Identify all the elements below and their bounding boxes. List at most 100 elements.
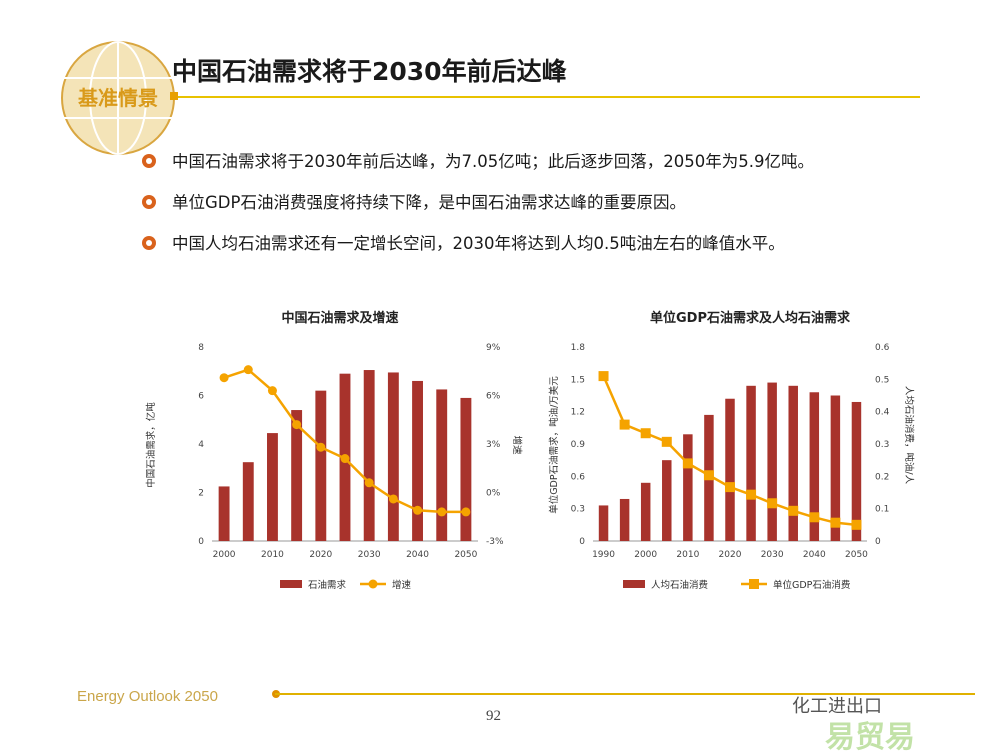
chart2-xtick-label: 2000	[634, 550, 657, 560]
chart1-y2tick-label: -3%	[486, 537, 504, 547]
chart2-line-point	[640, 428, 651, 439]
chart1-y2label: 增速	[511, 435, 522, 455]
chart2-y2tick-label: 0.2	[875, 472, 889, 482]
chart1-y2tick-label: 6%	[486, 392, 501, 402]
chart2-bar	[683, 434, 693, 541]
chart2-bar	[746, 385, 756, 541]
bullet-icon	[142, 195, 156, 209]
watermark-logo-text: 易贸易	[825, 720, 915, 755]
bullet-item: 单位GDP石油消费强度将持续下降，是中国石油需求达峰的重要原因。	[142, 189, 686, 213]
bullet-icon	[142, 236, 156, 250]
chart2-line-point	[830, 517, 841, 528]
chart1-ytick-label: 0	[198, 537, 204, 547]
chart1-ytick-label: 4	[198, 440, 204, 450]
bullet-item: 中国人均石油需求还有一定增长空间，2030年将达到人均0.5吨油左右的峰值水平。	[142, 230, 785, 254]
chart1-y2tick-label: 0%	[486, 489, 501, 499]
chart2-line-point	[703, 470, 714, 481]
chart1-legend-bar-label: 石油需求	[308, 579, 347, 591]
chart2-ytick-label: 0.3	[571, 505, 585, 515]
chart1-line-point	[461, 507, 471, 517]
chart2-xtick-label: 2030	[761, 550, 784, 560]
chart2-ytick-label: 1.5	[571, 375, 585, 385]
chart1-ylabel: 中国石油需求，亿吨	[146, 402, 157, 488]
chart1-bar	[387, 372, 399, 541]
chart2-bar	[830, 395, 841, 541]
chart1-bar	[315, 390, 327, 541]
chart2-y2tick-label: 0.5	[875, 375, 889, 385]
chart1-line-point	[437, 507, 447, 517]
bullet-text: 单位GDP石油消费强度将持续下降，是中国石油需求达峰的重要原因。	[172, 193, 686, 212]
chart1-line-point	[364, 478, 374, 488]
chart2-bar	[619, 498, 630, 541]
chart2-line-point	[619, 419, 630, 430]
chart2-y2label: 人均石油消费，吨油/人	[903, 385, 914, 485]
chart1-xtick-label: 2030	[358, 550, 381, 560]
chart2-bar	[788, 385, 798, 541]
chart2-bar	[662, 460, 672, 541]
chart2-line-point	[788, 505, 799, 516]
chart2-ytick-label: 0.9	[571, 440, 586, 450]
chart2-legend-bar-swatch	[623, 580, 645, 588]
chart2-y2tick-label: 0.4	[875, 408, 890, 418]
chart2-xtick-label: 2020	[719, 550, 742, 560]
chart1-bar	[218, 486, 230, 541]
title-divider	[172, 96, 920, 98]
chart2-bar	[851, 401, 862, 541]
chart2-line-point	[661, 436, 672, 447]
chart1-bar	[363, 370, 375, 541]
logo-globe: 基准情景	[61, 41, 175, 155]
badge-text: 基准情景	[78, 86, 158, 110]
chart2-line-point	[682, 458, 693, 469]
chart2-line-point	[851, 519, 862, 530]
bullet-text: 中国石油需求将于2030年前后达峰，为7.05亿吨；此后逐步回落，2050年为5…	[172, 152, 814, 171]
chart2-xtick-label: 2040	[803, 550, 826, 560]
chart2-line-point	[598, 371, 609, 382]
chart1-ytick-label: 6	[198, 392, 204, 402]
footer-brand: Energy Outlook 2050	[77, 688, 218, 705]
chart2-legend-line-label: 单位GDP石油消费	[773, 579, 850, 591]
chart1-line-point	[243, 365, 253, 375]
watermark-text: 化工进出口	[792, 696, 882, 717]
page-number: 92	[486, 708, 501, 724]
chart1-line-point	[292, 420, 302, 430]
chart2-ylabel: 单位GDP石油需求，吨油/万美元	[549, 376, 560, 514]
chart1-line-point	[388, 494, 398, 504]
bullet-icon	[142, 154, 156, 168]
chart1-title: 中国石油需求及增速	[281, 311, 399, 326]
chart2-ytick-label: 0	[579, 537, 585, 547]
chart2-line-point	[746, 489, 757, 500]
chart1-ytick-label: 8	[198, 343, 204, 353]
chart1-xtick-label: 2000	[213, 550, 236, 560]
chart1-bar	[412, 380, 423, 541]
chart1-line-point	[316, 442, 326, 452]
chart1-xtick-label: 2050	[454, 550, 477, 560]
chart1-legend-line-label: 增速	[392, 579, 412, 591]
bullet-item: 中国石油需求将于2030年前后达峰，为7.05亿吨；此后逐步回落，2050年为5…	[142, 148, 814, 172]
chart2-ytick-label: 0.6	[571, 472, 586, 482]
chart2-y2tick-label: 0.3	[875, 440, 889, 450]
chart2-line-point	[767, 498, 778, 509]
chart1-bar	[242, 462, 254, 541]
chart2-bar	[640, 482, 651, 541]
chart1-xtick-label: 2040	[406, 550, 429, 560]
chart2-xtick-label: 2010	[676, 550, 699, 560]
chart2-ytick-label: 1.2	[571, 408, 585, 418]
chart1-bar	[267, 433, 278, 541]
chart2-bar	[809, 392, 820, 541]
chart2-xtick-label: 2050	[845, 550, 868, 560]
chart1-line-point	[413, 505, 423, 515]
chart1-xtick-label: 2010	[261, 550, 284, 560]
chart2-plot: 0 0.3 0.6 0.9 1.2 1.5 1.8 0 0.1 0.2 0.3 0.4 0.5 0.6 19…	[571, 343, 890, 591]
chart2-line-point	[725, 482, 735, 493]
chart1-legend-line-marker	[368, 579, 378, 589]
chart2-ytick-label: 1.8	[571, 343, 586, 353]
chart1-plot: 0 2 4 6 8 -3% 0% 3% 6% 9% 2000 2010 2020 2030 2040 2050…	[198, 343, 504, 591]
chart1-legend-bar-swatch	[280, 580, 302, 588]
chart2-bar	[725, 398, 735, 541]
chart2-title: 单位GDP石油需求及人均石油需求	[650, 311, 850, 326]
page-title: 中国石油需求将于2030年前后达峰	[172, 57, 567, 86]
footer-divider	[275, 693, 975, 695]
chart1-line-point	[340, 454, 350, 464]
chart1-bar	[291, 410, 303, 541]
chart2-y2tick-label: 0	[875, 537, 881, 547]
